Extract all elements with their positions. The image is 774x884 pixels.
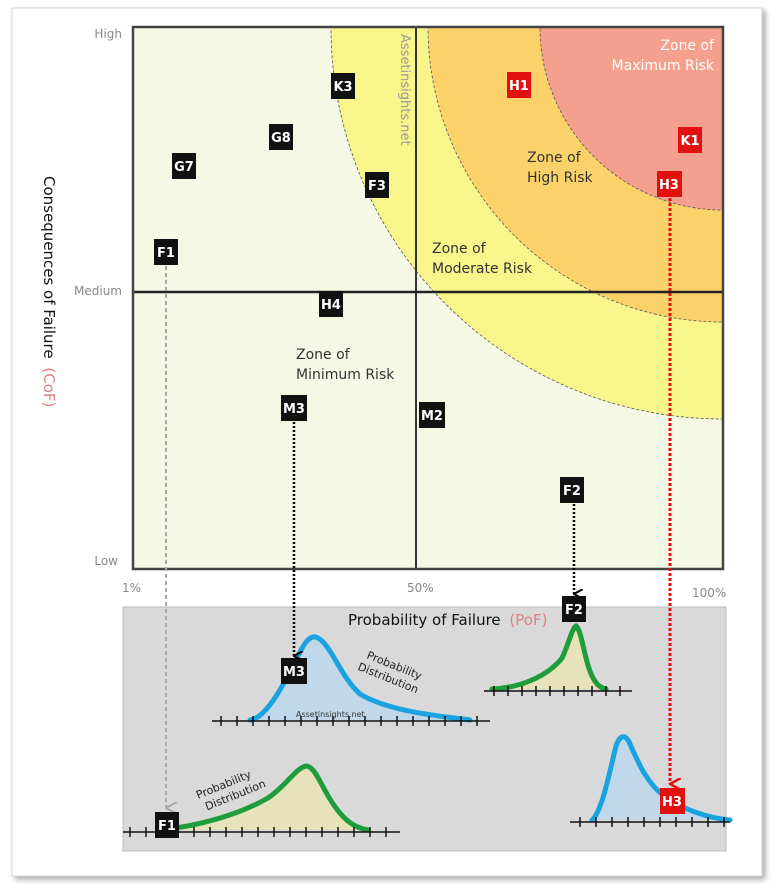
- distribution-f1-fill: [160, 766, 368, 830]
- plot-border: [131, 25, 725, 571]
- asset-f3[interactable]: F3: [365, 172, 389, 198]
- zone-moderate-label-2: Moderate Risk: [432, 261, 533, 277]
- distribution-h3-axis: [570, 817, 730, 827]
- svg-text:F1: F1: [157, 246, 175, 261]
- asset-m2[interactable]: M2: [419, 402, 445, 428]
- asset-g7[interactable]: G7: [172, 153, 196, 179]
- x-axis-title: Probability of Failure (PoF): [348, 611, 547, 629]
- distribution-f2: [484, 623, 632, 696]
- distribution-f2-axis: [484, 686, 632, 696]
- asset-f2-projected[interactable]: F2: [562, 596, 586, 622]
- asset-f1-projected[interactable]: F1: [155, 812, 179, 838]
- y-tick-high: High: [94, 27, 122, 41]
- svg-text:F1: F1: [158, 819, 176, 834]
- x-axis-title-main: Probability of Failure: [348, 611, 501, 629]
- distribution-f1-curve: [157, 763, 371, 833]
- asset-f1[interactable]: F1: [154, 239, 178, 265]
- svg-text:F3: F3: [368, 179, 386, 194]
- svg-text:M3: M3: [283, 665, 305, 680]
- y-axis-title-main: Consequences of Failure: [40, 176, 58, 359]
- asset-k1[interactable]: K1: [678, 127, 702, 153]
- risk-matrix: [131, 25, 725, 571]
- zone-high-label-2: High Risk: [527, 170, 594, 186]
- zone-moderate-label-1: Zone of: [432, 241, 487, 257]
- asset-h4[interactable]: H4: [319, 291, 343, 317]
- x-axis-title-abbr: (PoF): [509, 611, 547, 629]
- distribution-h3-fill: [592, 736, 730, 820]
- svg-text:H4: H4: [321, 298, 341, 313]
- asset-markers: K3 G8 G7 F3 F1 H4 M3 M2 F2 H1 K1 H3 F2 M…: [154, 72, 702, 838]
- y-axis-ticks: High Medium Low: [74, 27, 122, 568]
- zone-maximum-label-1: Zone of: [660, 38, 715, 54]
- distribution-f2-fill: [492, 626, 606, 689]
- asset-f2[interactable]: F2: [560, 477, 584, 503]
- maximum-risk-zone: [539, 27, 723, 211]
- zone-labels: Zone of Maximum Risk Zone of High Risk Z…: [296, 38, 715, 383]
- svg-text:F2: F2: [563, 484, 581, 499]
- watermark-text: Assetinsights.net: [397, 34, 412, 146]
- svg-text:G8: G8: [271, 131, 291, 146]
- y-axis-title: Consequences of Failure (CoF): [40, 176, 58, 407]
- svg-text:H1: H1: [509, 79, 529, 94]
- svg-text:K3: K3: [333, 80, 352, 95]
- zone-minimum-label-1: Zone of: [296, 347, 351, 363]
- distribution-m3-fill: [250, 636, 470, 720]
- svg-text:H3: H3: [662, 795, 682, 810]
- svg-text:M3: M3: [283, 402, 305, 417]
- asset-h3[interactable]: H3: [657, 171, 682, 197]
- svg-text:F2: F2: [565, 603, 583, 618]
- asset-g8[interactable]: G8: [269, 124, 293, 150]
- y-axis-title-abbr: (CoF): [40, 367, 58, 407]
- zone-minimum-label-2: Minimum Risk: [296, 367, 395, 383]
- x-axis-ticks: 1% 50% 100%: [122, 581, 726, 600]
- svg-text:K1: K1: [680, 134, 699, 149]
- distribution-m3-watermark: Assetinsights.net: [296, 710, 365, 719]
- zone-maximum-label-2: Maximum Risk: [612, 58, 715, 74]
- distribution-m3-axis: [212, 716, 490, 726]
- x-tick-max: 100%: [692, 586, 726, 600]
- distribution-f1: Probability Distribution: [123, 763, 400, 837]
- svg-text:G7: G7: [174, 160, 194, 175]
- svg-text:M2: M2: [421, 409, 443, 424]
- asset-h3-projected[interactable]: H3: [660, 788, 685, 814]
- asset-h1[interactable]: H1: [507, 72, 531, 98]
- x-tick-min: 1%: [122, 581, 141, 595]
- zone-high-label-1: Zone of: [527, 150, 582, 166]
- svg-text:H3: H3: [659, 178, 679, 193]
- y-tick-medium: Medium: [74, 284, 122, 298]
- distribution-f2-curve: [489, 623, 609, 692]
- x-tick-mid: 50%: [407, 581, 434, 595]
- projection-arrows: [165, 198, 670, 808]
- asset-m3[interactable]: M3: [281, 395, 307, 421]
- asset-k3[interactable]: K3: [331, 73, 355, 99]
- y-tick-low: Low: [94, 554, 118, 568]
- asset-m3-projected[interactable]: M3: [281, 658, 307, 684]
